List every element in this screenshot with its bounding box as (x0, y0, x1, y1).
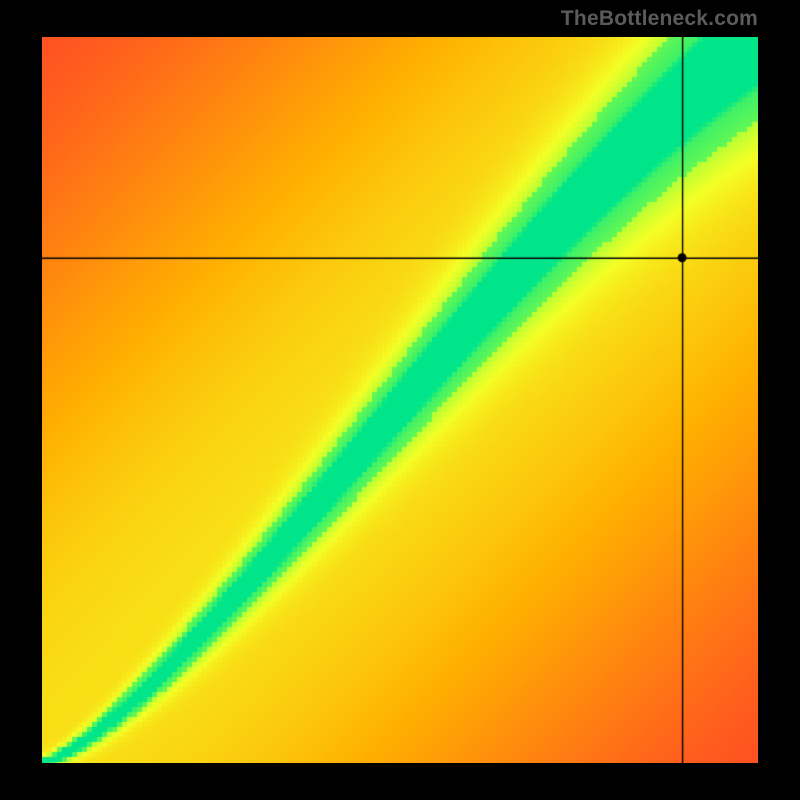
watermark-text: TheBottleneck.com (561, 7, 758, 31)
chart-container: TheBottleneck.com (0, 0, 800, 800)
bottleneck-heatmap (42, 37, 758, 763)
